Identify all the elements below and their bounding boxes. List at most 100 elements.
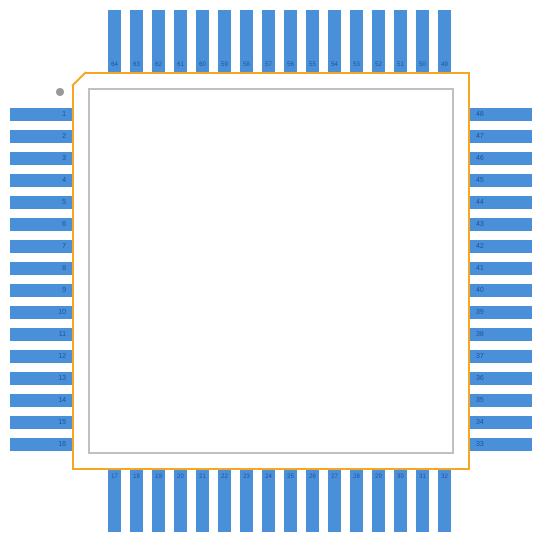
pin-label-22: 22 [221, 470, 228, 480]
pin-label-12: 12 [10, 353, 72, 360]
pin-label-39: 39 [470, 309, 532, 316]
pin-21: 21 [196, 470, 209, 532]
pin-42: 42 [470, 240, 532, 253]
pin-51: 51 [394, 10, 407, 72]
pin-46: 46 [470, 152, 532, 165]
pin-57: 57 [262, 10, 275, 72]
pin-label-34: 34 [470, 419, 532, 426]
pin-label-5: 5 [10, 199, 72, 206]
pin-label-59: 59 [221, 62, 228, 72]
pin-26: 26 [306, 470, 319, 532]
pin-39: 39 [470, 306, 532, 319]
pin-48: 48 [470, 108, 532, 121]
pin-47: 47 [470, 130, 532, 143]
pin-label-36: 36 [470, 375, 532, 382]
pin-18: 18 [130, 470, 143, 532]
pin-label-29: 29 [375, 470, 382, 480]
pin-22: 22 [218, 470, 231, 532]
pin-14: 14 [10, 394, 72, 407]
pin-59: 59 [218, 10, 231, 72]
pin-label-11: 11 [10, 331, 72, 338]
pin-label-8: 8 [10, 265, 72, 272]
pin-label-43: 43 [470, 221, 532, 228]
pin-12: 12 [10, 350, 72, 363]
pin-label-58: 58 [243, 62, 250, 72]
pin-36: 36 [470, 372, 532, 385]
pin-49: 49 [438, 10, 451, 72]
pin-label-37: 37 [470, 353, 532, 360]
pin-label-25: 25 [287, 470, 294, 480]
pin-15: 15 [10, 416, 72, 429]
pin-label-18: 18 [133, 470, 140, 480]
pin-19: 19 [152, 470, 165, 532]
pin-34: 34 [470, 416, 532, 429]
pin-2: 2 [10, 130, 72, 143]
pin-23: 23 [240, 470, 253, 532]
pin-50: 50 [416, 10, 429, 72]
pin-38: 38 [470, 328, 532, 341]
pin-label-32: 32 [441, 470, 448, 480]
pin-label-56: 56 [287, 62, 294, 72]
pin-label-26: 26 [309, 470, 316, 480]
pin-label-47: 47 [470, 133, 532, 140]
pin-25: 25 [284, 470, 297, 532]
pin-label-38: 38 [470, 331, 532, 338]
pin-label-33: 33 [470, 441, 532, 448]
pin-64: 64 [108, 10, 121, 72]
pin-label-42: 42 [470, 243, 532, 250]
pin-label-55: 55 [309, 62, 316, 72]
pin-32: 32 [438, 470, 451, 532]
pin-52: 52 [372, 10, 385, 72]
pin-label-48: 48 [470, 111, 532, 118]
pin-label-21: 21 [199, 470, 206, 480]
pin-31: 31 [416, 470, 429, 532]
pin-label-3: 3 [10, 155, 72, 162]
pin-label-35: 35 [470, 397, 532, 404]
pin-label-41: 41 [470, 265, 532, 272]
pin-label-50: 50 [419, 62, 426, 72]
pin-33: 33 [470, 438, 532, 451]
pin1-dot-marker [56, 88, 64, 96]
pin-label-57: 57 [265, 62, 272, 72]
pin-label-20: 20 [177, 470, 184, 480]
pin-24: 24 [262, 470, 275, 532]
pin-label-46: 46 [470, 155, 532, 162]
pin-55: 55 [306, 10, 319, 72]
pin-11: 11 [10, 328, 72, 341]
pin-label-40: 40 [470, 287, 532, 294]
pin-1: 1 [10, 108, 72, 121]
pin-10: 10 [10, 306, 72, 319]
pin-27: 27 [328, 470, 341, 532]
pin-label-13: 13 [10, 375, 72, 382]
pin-label-17: 17 [111, 470, 118, 480]
chip-inner-outline [88, 88, 454, 454]
pin-label-30: 30 [397, 470, 404, 480]
pin-label-61: 61 [177, 62, 184, 72]
pin-label-27: 27 [331, 470, 338, 480]
pin-label-60: 60 [199, 62, 206, 72]
pin-label-44: 44 [470, 199, 532, 206]
pin-label-63: 63 [133, 62, 140, 72]
pin-label-10: 10 [10, 309, 72, 316]
pin-53: 53 [350, 10, 363, 72]
pin-label-52: 52 [375, 62, 382, 72]
pin-label-54: 54 [331, 62, 338, 72]
pin-label-1: 1 [10, 111, 72, 118]
pin-29: 29 [372, 470, 385, 532]
pin-28: 28 [350, 470, 363, 532]
pin-label-53: 53 [353, 62, 360, 72]
pin-label-62: 62 [155, 62, 162, 72]
pin-16: 16 [10, 438, 72, 451]
pin-44: 44 [470, 196, 532, 209]
pin-3: 3 [10, 152, 72, 165]
pin-label-24: 24 [265, 470, 272, 480]
pin-8: 8 [10, 262, 72, 275]
pin-17: 17 [108, 470, 121, 532]
pin-label-31: 31 [419, 470, 426, 480]
pin-40: 40 [470, 284, 532, 297]
pin-60: 60 [196, 10, 209, 72]
pin-label-6: 6 [10, 221, 72, 228]
pin-45: 45 [470, 174, 532, 187]
pin-label-16: 16 [10, 441, 72, 448]
pin-label-14: 14 [10, 397, 72, 404]
